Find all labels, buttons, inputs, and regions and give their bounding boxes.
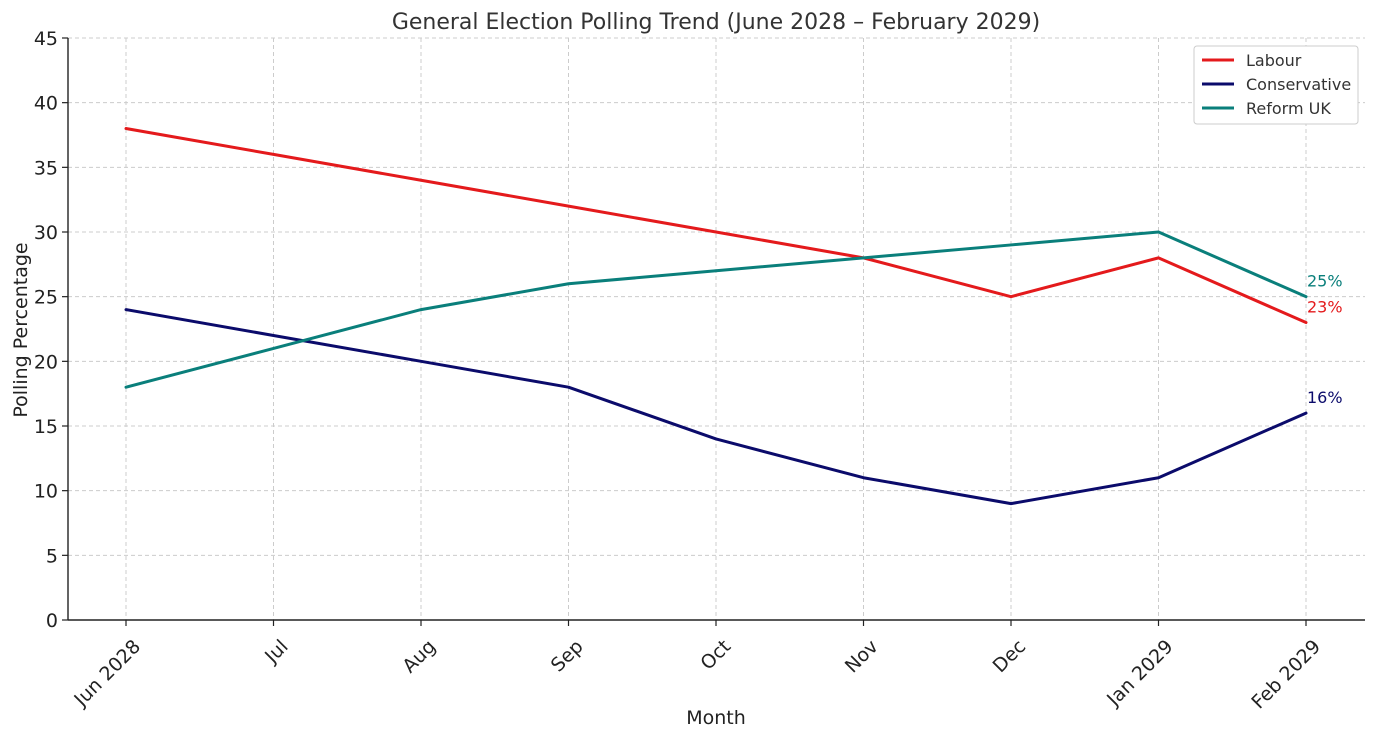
y-tick-label: 0 bbox=[46, 610, 58, 632]
x-tick-label: Oct bbox=[696, 636, 735, 675]
y-tick-label: 5 bbox=[46, 545, 58, 567]
x-tick-label: Dec bbox=[989, 636, 1031, 678]
end-label-reform-uk: 25% bbox=[1307, 272, 1343, 291]
y-axis-title: Polling Percentage bbox=[10, 242, 32, 417]
x-tick-label: Jul bbox=[260, 636, 292, 668]
y-tick-label: 25 bbox=[34, 287, 58, 309]
series-line-reform-uk bbox=[124, 230, 1308, 389]
chart-title: General Election Polling Trend (June 202… bbox=[392, 10, 1040, 35]
x-tick-label: Sep bbox=[547, 636, 588, 677]
series-line-conservative bbox=[124, 308, 1308, 506]
x-tick-label: Feb 2029 bbox=[1247, 636, 1325, 714]
legend-label-labour: Labour bbox=[1246, 51, 1302, 70]
series-lines bbox=[124, 127, 1308, 506]
y-tick-label: 40 bbox=[34, 93, 58, 115]
y-tick-label: 15 bbox=[34, 416, 58, 438]
y-tick-label: 20 bbox=[34, 351, 58, 373]
legend: Labour Conservative Reform UK bbox=[1193, 45, 1359, 125]
y-tick-label: 45 bbox=[34, 28, 58, 50]
y-tick-label: 10 bbox=[34, 481, 58, 503]
y-tick-label: 35 bbox=[34, 157, 58, 179]
y-tick-label: 30 bbox=[34, 222, 58, 244]
x-tick-label: Jan 2029 bbox=[1102, 636, 1177, 711]
axes: 0 5 10 15 20 25 30 35 40 45 Jun 2028 Jul Aug Sep Oct No… bbox=[34, 28, 1365, 713]
end-label-conservative: 16% bbox=[1307, 388, 1343, 407]
x-tick-label: Jun 2028 bbox=[69, 636, 145, 712]
x-tick-label: Aug bbox=[398, 636, 440, 678]
legend-label-reform-uk: Reform UK bbox=[1246, 99, 1331, 118]
legend-label-conservative: Conservative bbox=[1246, 75, 1351, 94]
end-labels: 23% 16% 25% bbox=[1307, 272, 1343, 407]
grid bbox=[68, 37, 1365, 620]
end-label-labour: 23% bbox=[1307, 298, 1343, 317]
series-line-labour bbox=[124, 127, 1308, 325]
x-tick-label: Nov bbox=[841, 636, 883, 678]
x-axis-title: Month bbox=[686, 707, 746, 729]
legend-frame bbox=[1193, 45, 1359, 125]
